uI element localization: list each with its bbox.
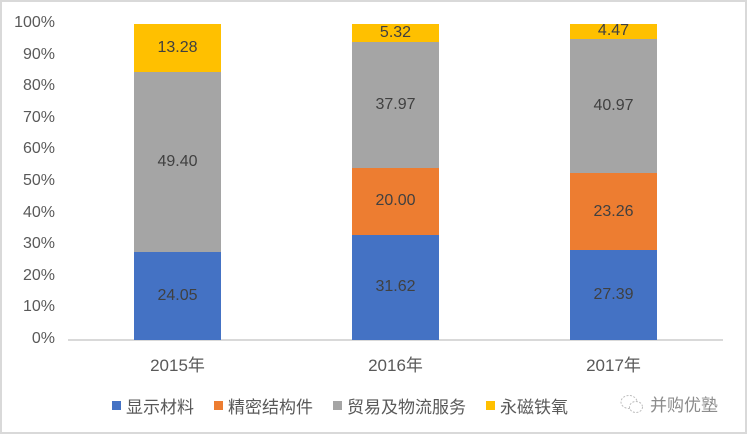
legend-swatch-icon: [486, 401, 495, 410]
y-tick-label: 80%: [22, 77, 55, 95]
data-label: 4.47: [597, 22, 630, 40]
wechat-icon: [620, 394, 643, 413]
legend-label: 贸易及物流服务: [347, 398, 466, 417]
legend-label: 永磁铁氧: [500, 398, 568, 417]
bar-segment: 5.32: [352, 24, 439, 42]
x-tick-label: 2017年: [586, 356, 641, 375]
bar-segment: 4.47: [570, 22, 657, 40]
watermark: 并购优塾: [620, 391, 718, 416]
bar-segment: 13.28: [134, 24, 221, 73]
data-label: 23.26: [593, 202, 634, 220]
legend-item-precision-parts: 精密结构件: [214, 393, 313, 418]
data-label: 31.62: [375, 278, 416, 296]
stacked-bar: 24.05 49.40 13.28: [134, 24, 221, 340]
legend-label: 精密结构件: [228, 398, 313, 417]
data-label: 49.40: [157, 153, 198, 171]
legend-swatch-icon: [214, 401, 223, 410]
data-label: 24.05: [157, 287, 198, 305]
y-tick-label: 30%: [22, 235, 55, 253]
bar-segment: 27.39: [570, 249, 657, 340]
bar-segment: 49.40: [134, 72, 221, 253]
legend-label: 显示材料: [126, 398, 194, 417]
legend-swatch-icon: [112, 401, 121, 410]
legend-item-trade-logistics: 贸易及物流服务: [333, 393, 466, 418]
bar-segment: 24.05: [134, 252, 221, 340]
y-tick-label: 60%: [22, 140, 55, 158]
bar-segment: 37.97: [352, 41, 439, 169]
data-label: 27.39: [593, 285, 634, 303]
y-tick-label: 50%: [22, 172, 55, 189]
data-label: 20.00: [375, 192, 416, 210]
legend-swatch-icon: [333, 401, 342, 410]
bar-segment: 23.26: [570, 173, 657, 250]
x-tick-label: 2016年: [368, 356, 423, 375]
data-label: 13.28: [157, 39, 198, 57]
legend: 显示材料 精密结构件 贸易及物流服务 永磁铁氧: [112, 393, 588, 418]
data-label: 37.97: [375, 95, 416, 113]
bar-segment: 40.97: [570, 38, 657, 174]
watermark-text: 并购优塾: [650, 396, 718, 415]
y-tick-label: 40%: [22, 203, 55, 221]
y-tick-label: 100%: [14, 14, 55, 31]
data-label: 5.32: [379, 23, 412, 41]
y-tick-label: 20%: [22, 266, 55, 284]
x-axis-line: [68, 339, 723, 341]
y-tick-label: 90%: [22, 45, 55, 63]
stacked-bar: 31.62 20.00 37.97 5.32: [352, 24, 439, 340]
stacked-bar: 27.39 23.26 40.97 4.47: [570, 22, 657, 340]
data-label: 40.97: [593, 97, 634, 115]
bar-segment: 31.62: [352, 234, 439, 340]
bar-segment: 20.00: [352, 168, 439, 235]
legend-item-display-materials: 显示材料: [112, 393, 194, 418]
y-tick-label: 10%: [22, 298, 55, 316]
legend-item-ferrite: 永磁铁氧: [486, 393, 568, 418]
x-tick-label: 2015年: [150, 356, 205, 375]
y-tick-label: 0%: [31, 330, 55, 347]
y-tick-label: 70%: [22, 108, 55, 126]
